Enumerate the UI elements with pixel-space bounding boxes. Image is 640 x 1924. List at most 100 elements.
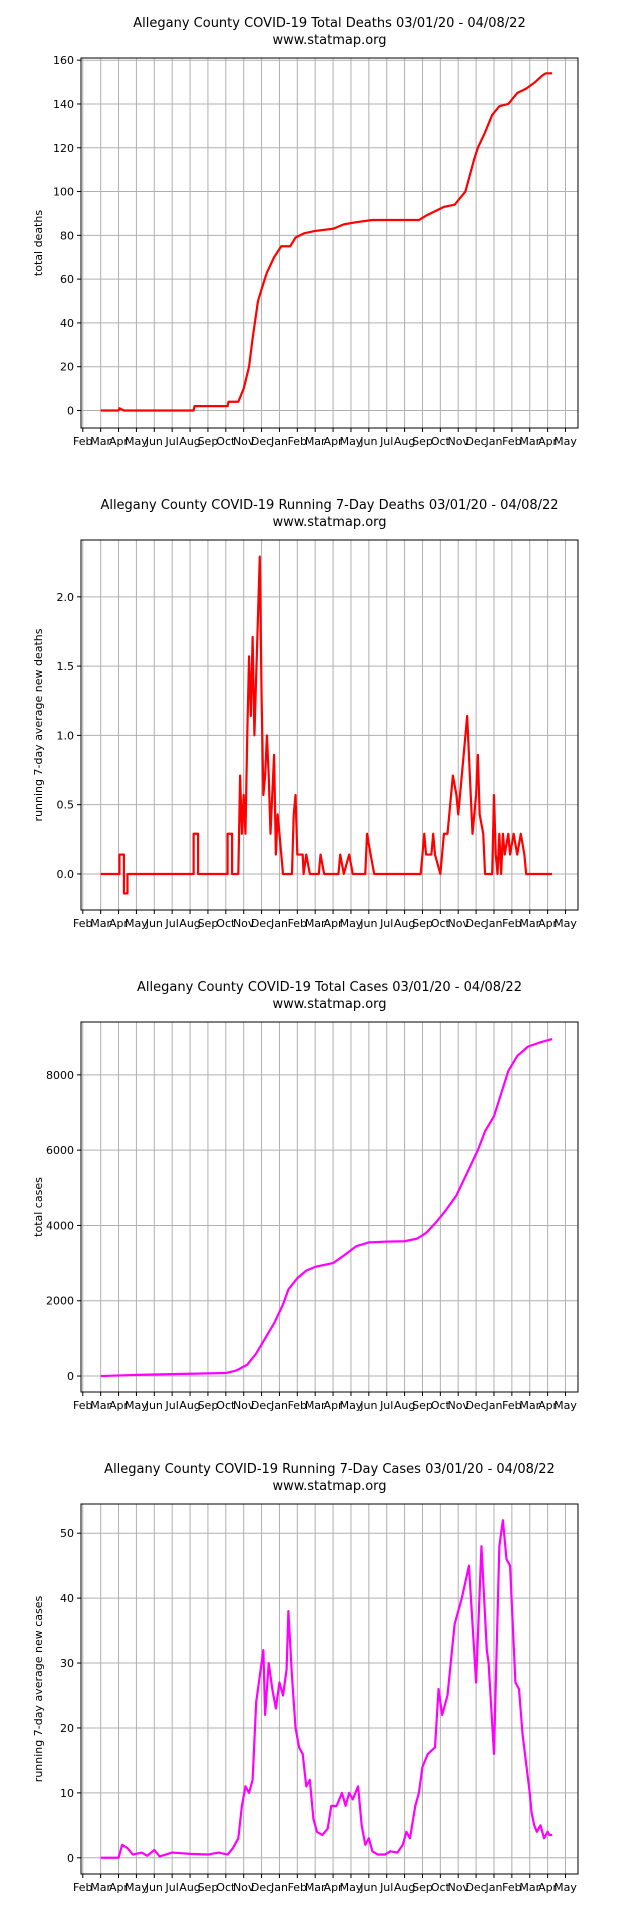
x-tick-label: Oct	[431, 1881, 451, 1894]
x-tick-label: Feb	[502, 1881, 521, 1894]
x-tick-label: Aug	[179, 1399, 200, 1412]
y-tick-label: 0	[67, 404, 74, 417]
x-tick-label: Sep	[198, 435, 219, 448]
chart-subtitle: www.statmap.org	[272, 515, 386, 530]
data-line	[100, 1038, 553, 1378]
x-tick-label: Oct	[431, 917, 451, 930]
y-tick-label: 50	[60, 1527, 74, 1540]
x-tick-label: Jun	[359, 1881, 377, 1894]
x-tick-label: Apr	[538, 1881, 558, 1894]
x-tick-label: Jul	[379, 435, 393, 448]
data-line	[100, 72, 553, 412]
y-tick-label: 2.0	[57, 591, 75, 604]
x-tick-label: Sep	[412, 1881, 433, 1894]
x-tick-label: Apr	[324, 435, 344, 448]
x-tick-label: Sep	[198, 1881, 219, 1894]
x-tick-label: Sep	[412, 1399, 433, 1412]
x-tick-label: Sep	[412, 435, 433, 448]
x-tick-label: Sep	[198, 1399, 219, 1412]
y-tick-label: 20	[60, 1722, 74, 1735]
plot-frame	[80, 539, 579, 911]
x-tick-label: Mar	[90, 1881, 111, 1894]
x-tick-label: Dec	[465, 917, 486, 930]
chart-subtitle: www.statmap.org	[272, 33, 386, 48]
x-tick-label: Dec	[251, 435, 272, 448]
x-tick-label: Jan	[270, 435, 288, 448]
x-tick-label: Nov	[447, 917, 469, 930]
x-tick-label: Jan	[270, 917, 288, 930]
y-tick-label: 100	[53, 186, 74, 199]
y-tick-label: 120	[53, 142, 74, 155]
x-tick-label: Jul	[379, 917, 393, 930]
x-tick-label: Aug	[179, 435, 200, 448]
x-tick-label: Mar	[305, 1881, 326, 1894]
x-tick-label: Jul	[165, 917, 179, 930]
x-tick-label: Nov	[447, 435, 469, 448]
x-tick-label: Jun	[359, 435, 377, 448]
y-tick-label: 1.5	[57, 660, 75, 673]
y-tick-label: 6000	[46, 1144, 74, 1157]
y-tick-label: 140	[53, 98, 74, 111]
x-tick-label: Mar	[305, 1399, 326, 1412]
x-tick-label: Jan	[270, 1881, 288, 1894]
x-tick-label: Mar	[305, 917, 326, 930]
y-axis-label: total cases	[32, 1177, 45, 1237]
x-tick-label: May	[340, 435, 363, 448]
y-tick-label: 4000	[46, 1219, 74, 1232]
x-tick-label: Apr	[538, 917, 558, 930]
x-tick-label: May	[125, 435, 148, 448]
x-tick-label: Jun	[359, 917, 377, 930]
x-tick-label: Feb	[502, 917, 521, 930]
x-tick-label: Jan	[270, 1399, 288, 1412]
y-tick-label: 0	[67, 1852, 74, 1865]
x-tick-label: Apr	[538, 1399, 558, 1412]
x-tick-label: May	[125, 917, 148, 930]
x-tick-label: Jun	[145, 435, 163, 448]
x-tick-label: May	[340, 1881, 363, 1894]
x-tick-label: Jan	[484, 917, 502, 930]
x-tick-label: May	[554, 1399, 577, 1412]
y-tick-label: 10	[60, 1787, 74, 1800]
y-tick-label: 60	[60, 273, 74, 286]
x-tick-label: Oct	[431, 1399, 451, 1412]
x-tick-label: Apr	[109, 1881, 129, 1894]
x-tick-label: Apr	[109, 917, 129, 930]
x-tick-label: Mar	[519, 917, 540, 930]
x-tick-label: Feb	[502, 1399, 521, 1412]
x-tick-label: Dec	[465, 1881, 486, 1894]
x-tick-label: Aug	[394, 1881, 415, 1894]
chart-title: Allegany County COVID-19 Total Cases 03/…	[137, 980, 522, 995]
y-tick-label: 40	[60, 1592, 74, 1605]
x-tick-label: Apr	[324, 917, 344, 930]
x-tick-label: Jul	[379, 1881, 393, 1894]
y-tick-label: 0.0	[57, 868, 75, 881]
x-tick-label: Feb	[73, 435, 92, 448]
x-tick-label: May	[340, 1399, 363, 1412]
x-tick-label: Nov	[233, 435, 255, 448]
x-tick-label: Mar	[90, 435, 111, 448]
x-tick-label: Nov	[233, 1399, 255, 1412]
x-tick-label: May	[554, 917, 577, 930]
x-tick-label: Mar	[305, 435, 326, 448]
chart-subtitle: www.statmap.org	[272, 997, 386, 1012]
y-tick-label: 2000	[46, 1295, 74, 1308]
x-tick-label: Feb	[288, 1399, 307, 1412]
y-tick-label: 0.5	[57, 799, 75, 812]
x-tick-label: Mar	[90, 1399, 111, 1412]
x-tick-label: Feb	[288, 917, 307, 930]
x-tick-label: Sep	[198, 917, 219, 930]
plot-frame	[80, 1021, 579, 1393]
x-tick-label: Apr	[109, 1399, 129, 1412]
x-tick-label: Feb	[288, 435, 307, 448]
x-tick-label: May	[554, 435, 577, 448]
chart-subtitle: www.statmap.org	[272, 1479, 386, 1494]
x-tick-label: Mar	[519, 1399, 540, 1412]
y-axis-label: running 7-day average new cases	[32, 1596, 45, 1783]
y-axis-label: total deaths	[32, 210, 45, 276]
y-tick-label: 160	[53, 54, 74, 67]
x-tick-label: Feb	[502, 435, 521, 448]
x-tick-label: May	[125, 1881, 148, 1894]
y-tick-label: 0	[67, 1370, 74, 1383]
x-tick-label: Apr	[324, 1881, 344, 1894]
